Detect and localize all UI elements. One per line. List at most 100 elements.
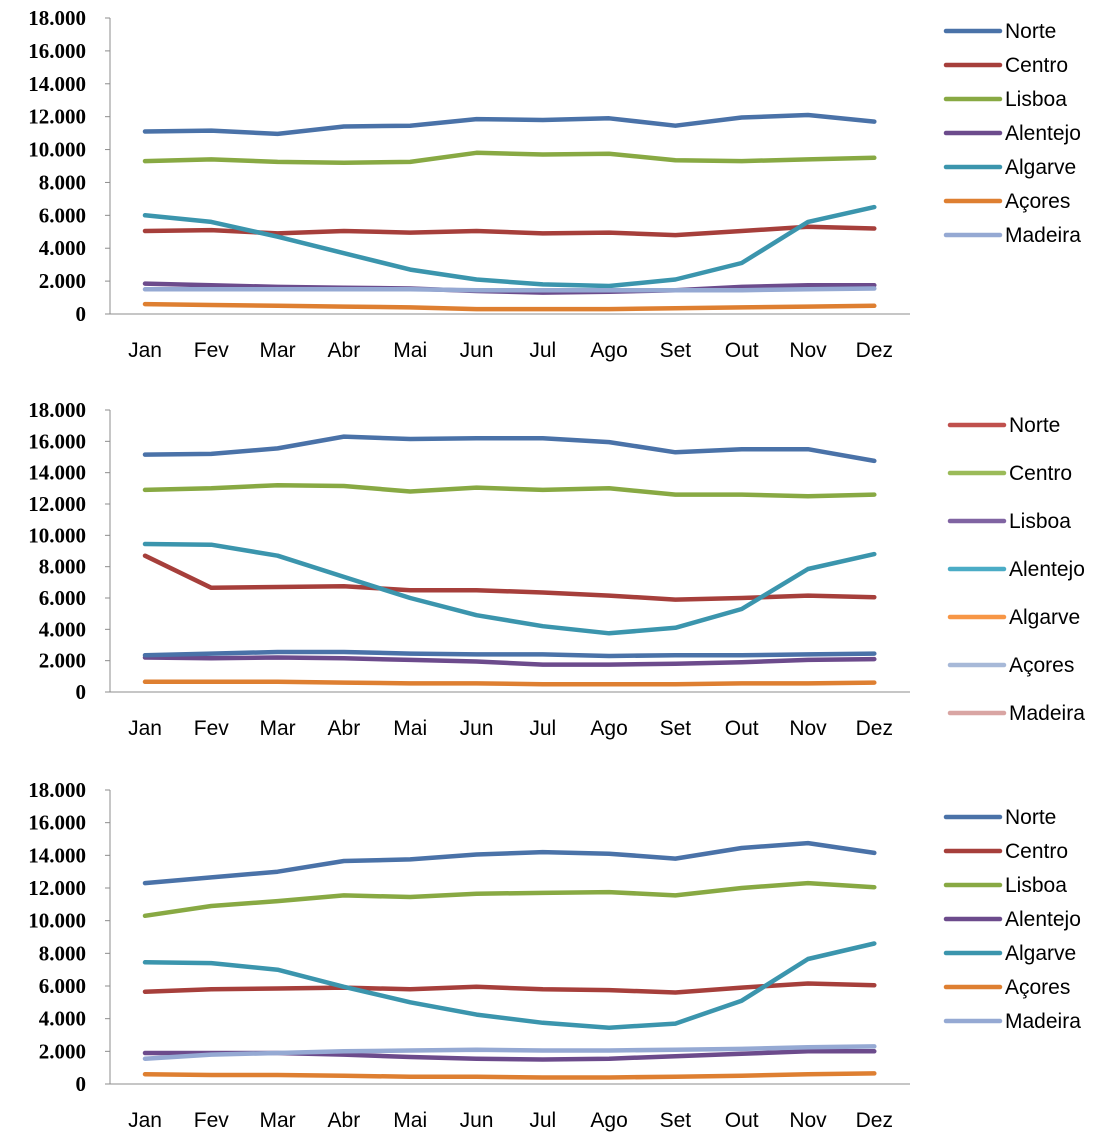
- y-tick-label: 6.000: [39, 586, 86, 610]
- y-tick-label: 0: [76, 302, 87, 326]
- series-line-4: [142, 655, 877, 667]
- series-line-norte: [142, 840, 877, 886]
- y-tick-label: 16.000: [28, 429, 86, 453]
- series-line-norte: [142, 112, 877, 137]
- series-line-7: [142, 649, 877, 659]
- x-tick-label: Out: [725, 1109, 759, 1132]
- y-tick-label: 14.000: [28, 461, 86, 485]
- x-tick-label: Abr: [328, 339, 361, 362]
- x-tick-label: Dez: [856, 339, 893, 362]
- chart-2: 0 2.000 4.000 6.000 8.000 10.000 12.000 14.000 1…: [28, 398, 1085, 740]
- y-tick-label: 16.000: [28, 39, 86, 63]
- x-tick-label: Set: [660, 1109, 692, 1132]
- legend-label: Açores: [1005, 190, 1070, 213]
- series-line-2: [142, 553, 877, 602]
- series-line-6: [142, 679, 877, 687]
- y-tick-label: 8.000: [39, 555, 86, 579]
- legend-label: Lisboa: [1009, 510, 1071, 533]
- x-tick-label: Fev: [194, 339, 230, 362]
- series-line-aores: [142, 301, 877, 312]
- y-tick-label: 14.000: [28, 843, 86, 867]
- x-tick-label: Out: [725, 339, 759, 362]
- legend-label: Centro: [1005, 54, 1068, 77]
- series-line-5: [142, 541, 877, 636]
- y-tick-label: 6.000: [39, 974, 86, 998]
- x-tick-label: Jun: [460, 339, 494, 362]
- x-tick-label: Ago: [590, 339, 627, 362]
- series-line-3: [142, 482, 877, 499]
- legend-label: Madeira: [1005, 1010, 1081, 1033]
- legend-label: Madeira: [1005, 224, 1081, 247]
- legend-label: Algarve: [1005, 156, 1076, 179]
- y-tick-label: 0: [76, 1072, 87, 1096]
- x-tick-label: Mar: [260, 339, 296, 362]
- x-tick-label: Nov: [789, 339, 827, 362]
- legend-label: Norte: [1009, 414, 1060, 437]
- y-tick-label: 4.000: [39, 236, 86, 260]
- x-tick-label: Dez: [856, 1109, 893, 1132]
- y-tick-label: 16.000: [28, 811, 86, 835]
- x-tick-label: Mar: [260, 1109, 296, 1132]
- series-line-lisboa: [142, 880, 877, 919]
- series-line-aores: [142, 1071, 877, 1080]
- series-line-algarve: [142, 204, 877, 289]
- legend-label: Lisboa: [1005, 874, 1067, 897]
- y-tick-label: 2.000: [39, 269, 86, 293]
- legend-label: Algarve: [1009, 606, 1080, 629]
- legend: Norte Centro Lisboa Alentejo Algarve Açores Ma…: [943, 20, 1081, 247]
- y-tick-label: 0: [76, 680, 87, 704]
- x-tick-label: Jun: [460, 1109, 494, 1132]
- series-line-lisboa: [142, 150, 877, 165]
- series-line-algarve: [142, 941, 877, 1030]
- legend-label: Lisboa: [1005, 88, 1067, 111]
- series-line-madeira: [142, 1044, 877, 1061]
- series-line-1: [142, 434, 877, 464]
- y-tick-label: 18.000: [28, 778, 86, 802]
- x-tick-label: Mai: [393, 1109, 427, 1132]
- legend-label: Açores: [1005, 976, 1070, 999]
- y-tick-label: 14.000: [28, 72, 86, 96]
- x-tick-label: Ago: [590, 717, 627, 740]
- x-tick-label: Mar: [260, 717, 296, 740]
- x-tick-label: Ago: [590, 1109, 627, 1132]
- x-tick-label: Set: [660, 339, 692, 362]
- x-tick-label: Fev: [194, 1109, 230, 1132]
- legend-label: Centro: [1009, 462, 1072, 485]
- chart-1: 0 2.000 4.000 6.000 8.000 10.000 12.000 14.000 1…: [28, 6, 1081, 362]
- legend: Norte Centro Lisboa Alentejo Algarve Açores Ma…: [943, 806, 1081, 1033]
- x-tick-label: Mai: [393, 717, 427, 740]
- y-tick-label: 4.000: [39, 617, 86, 641]
- x-tick-label: Abr: [328, 1109, 361, 1132]
- legend-label: Madeira: [1009, 702, 1085, 725]
- x-tick-label: Jun: [460, 717, 494, 740]
- y-tick-label: 4.000: [39, 1007, 86, 1031]
- x-tick-label: Abr: [328, 717, 361, 740]
- x-tick-label: Jan: [128, 339, 162, 362]
- y-tick-label: 18.000: [28, 6, 86, 30]
- legend-label: Açores: [1009, 654, 1074, 677]
- y-tick-label: 12.000: [28, 105, 86, 129]
- x-tick-label: Nov: [789, 1109, 827, 1132]
- x-tick-label: Nov: [789, 717, 827, 740]
- y-tick-label: 12.000: [28, 876, 86, 900]
- legend-label: Norte: [1005, 806, 1056, 829]
- legend: Norte Centro Lisboa Alentejo Algarve Açores Ma…: [947, 414, 1085, 725]
- series-line-madeira: [142, 286, 877, 293]
- x-tick-label: Jul: [529, 717, 556, 740]
- series-line-centro: [142, 981, 877, 995]
- y-tick-label: 8.000: [39, 170, 86, 194]
- legend-label: Alentejo: [1005, 908, 1081, 931]
- y-tick-label: 10.000: [28, 909, 86, 933]
- x-tick-label: Jul: [529, 339, 556, 362]
- x-tick-label: Jul: [529, 1109, 556, 1132]
- chart-3: 0 2.000 4.000 6.000 8.000 10.000 12.000 14.000 1…: [28, 778, 1081, 1132]
- legend-label: Norte: [1005, 20, 1056, 43]
- y-tick-label: 18.000: [28, 398, 86, 422]
- y-tick-label: 10.000: [28, 138, 86, 162]
- y-tick-label: 6.000: [39, 203, 86, 227]
- legend-label: Alentejo: [1005, 122, 1081, 145]
- legend-label: Algarve: [1005, 942, 1076, 965]
- y-tick-label: 2.000: [39, 1039, 86, 1063]
- x-tick-label: Fev: [194, 717, 230, 740]
- x-tick-label: Jan: [128, 717, 162, 740]
